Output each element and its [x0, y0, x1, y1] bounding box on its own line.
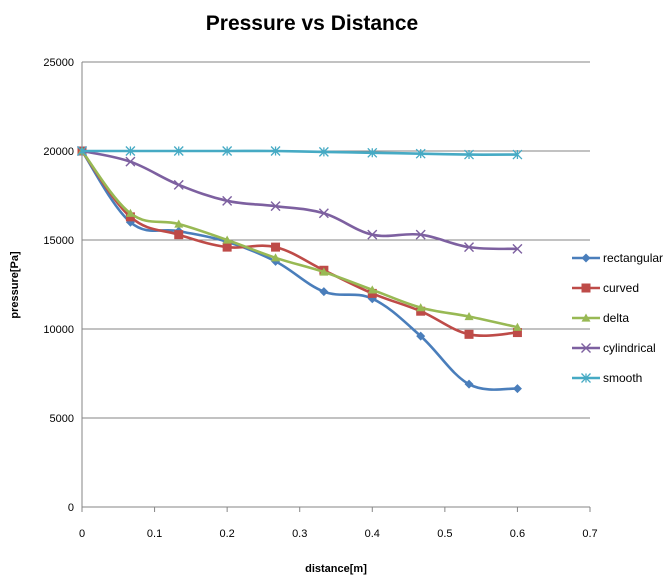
series-rectangular: [77, 146, 522, 394]
legend-marker: [581, 253, 591, 263]
data-point-curved: [222, 242, 232, 252]
data-point-smooth: [125, 146, 136, 156]
x-tick-label: 0.2: [219, 528, 234, 540]
data-point-cylindrical: [415, 229, 426, 240]
series-smooth: [77, 146, 523, 160]
gridlines: [82, 61, 590, 419]
data-point-delta: [464, 312, 474, 321]
series-line-rectangular: [80, 150, 518, 391]
data-point-cylindrical: [173, 179, 184, 190]
chart-title: Pressure vs Distance: [206, 12, 418, 35]
data-point-delta: [319, 267, 329, 276]
legend-item-delta: delta: [572, 311, 629, 325]
y-tick-label: 25000: [43, 57, 74, 69]
data-point-cylindrical: [512, 243, 523, 254]
data-point-delta: [512, 322, 522, 331]
data-point-delta: [222, 235, 232, 244]
legend-item-rectangular: rectangular: [572, 251, 663, 265]
data-point-smooth: [464, 149, 474, 160]
data-point-cylindrical: [270, 201, 281, 212]
y-tick-labels: 0 5000 10000 15000 20000 25000: [43, 57, 74, 514]
data-point-curved: [271, 242, 281, 252]
data-point-delta: [416, 303, 426, 312]
legend-item-curved: curved: [572, 281, 639, 295]
x-tick-label: 0: [79, 528, 85, 540]
legend-marker: [581, 313, 591, 322]
data-point-rectangular: [512, 384, 522, 394]
legend-label: curved: [603, 281, 639, 295]
data-point-smooth: [222, 146, 233, 156]
data-point-cylindrical: [222, 195, 233, 206]
data-point-smooth: [415, 148, 426, 159]
data-point-smooth: [512, 149, 523, 160]
data-point-rectangular: [416, 331, 426, 341]
data-point-smooth: [77, 146, 87, 156]
data-point-smooth: [318, 146, 329, 157]
legend-label: cylindrical: [603, 341, 656, 355]
series-line-delta: [80, 150, 518, 329]
legend-marker: [581, 283, 591, 293]
data-point-cylindrical: [125, 156, 136, 167]
x-tick-label: 0.5: [437, 528, 452, 540]
data-point-cylindrical: [318, 208, 329, 219]
data-point-delta: [271, 253, 281, 262]
x-tick-label: 0.1: [147, 528, 162, 540]
x-tick-label: 0.6: [510, 528, 525, 540]
data-point-delta: [125, 208, 135, 217]
data-point-cylindrical: [464, 242, 475, 253]
y-tick-label: 0: [68, 502, 74, 514]
data-point-smooth: [270, 146, 281, 156]
legend-label: smooth: [603, 371, 642, 385]
data-point-rectangular: [464, 379, 474, 389]
x-axis-label: distance[m]: [305, 563, 367, 575]
axes: [81, 62, 591, 512]
series-line-curved: [80, 150, 518, 338]
data-point-cylindrical: [367, 229, 378, 240]
data-point-curved: [174, 230, 184, 240]
legend-item-smooth: smooth: [572, 371, 642, 385]
data-point-rectangular: [319, 287, 329, 297]
x-tick-labels: 0 0.1 0.2 0.3 0.4 0.5 0.6 0.7: [79, 528, 598, 540]
data-point-smooth: [367, 147, 378, 158]
legend-marker: [581, 343, 591, 353]
x-tick-label: 0.7: [582, 528, 597, 540]
legend-item-cylindrical: cylindrical: [572, 341, 656, 355]
series-delta: [77, 146, 522, 331]
legend-marker: [581, 373, 591, 383]
y-tick-label: 5000: [50, 413, 74, 425]
data-point-curved: [464, 329, 474, 339]
data-point-curved: [512, 328, 522, 338]
series-line-cylindrical: [81, 149, 518, 251]
data-point-smooth: [173, 146, 184, 156]
x-tick-label: 0.3: [292, 528, 307, 540]
legend: rectangular curved delta cylindrical smooth: [572, 251, 663, 385]
data-point-delta: [174, 219, 184, 228]
legend-label: delta: [603, 311, 629, 325]
series-line-smooth: [82, 149, 518, 156]
series-cylindrical: [77, 146, 523, 254]
x-tick-label: 0.4: [365, 528, 380, 540]
series: [77, 146, 523, 394]
y-axis-label: pressure[Pa]: [9, 251, 21, 319]
legend-label: rectangular: [603, 251, 663, 265]
data-point-delta: [367, 285, 377, 294]
y-tick-label: 10000: [43, 324, 74, 336]
y-tick-label: 15000: [43, 235, 74, 247]
y-tick-label: 20000: [43, 146, 74, 158]
